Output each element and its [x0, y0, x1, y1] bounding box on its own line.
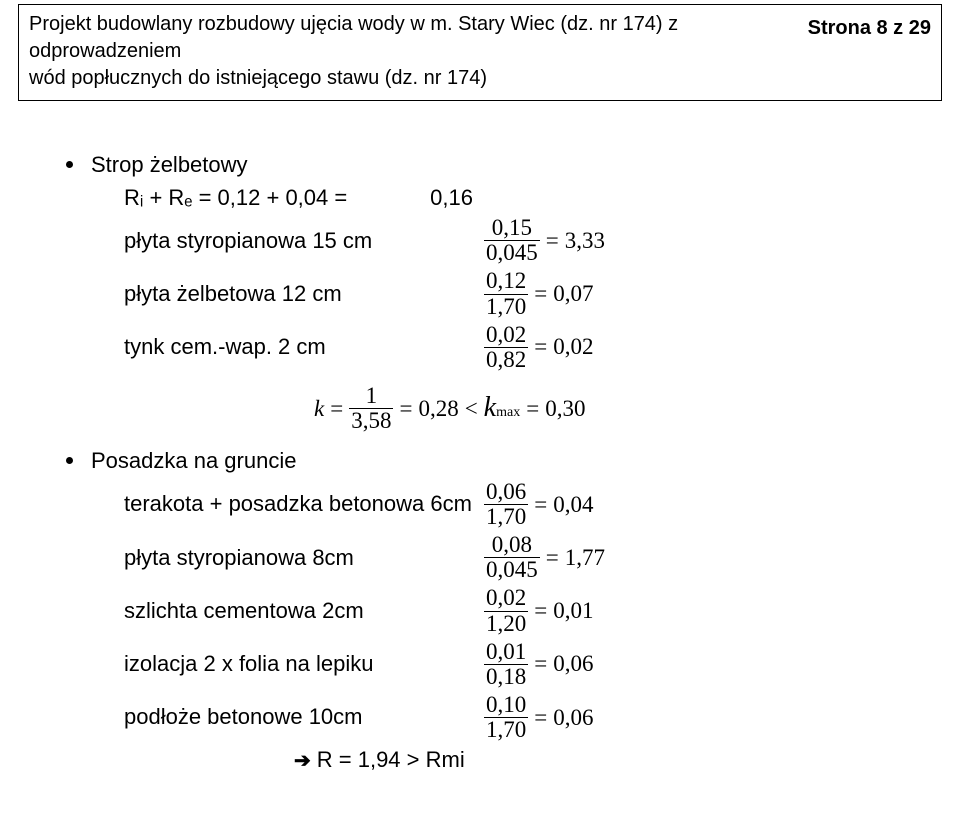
equals-sign: =: [528, 279, 553, 309]
fraction-num: 0,02: [484, 586, 528, 610]
sum-expression: Rᵢ + Rₑ = 0,12 + 0,04 =: [124, 184, 424, 213]
fraction-num: 0,08: [490, 533, 534, 557]
content: Strop żelbetowy Rᵢ + Rₑ = 0,12 + 0,04 = …: [18, 101, 942, 775]
fraction-den: 1,70: [484, 294, 528, 319]
bullet-icon: [66, 161, 73, 168]
section-1-sum: Rᵢ + Rₑ = 0,12 + 0,04 = 0,16: [124, 184, 942, 213]
calc-label: szlichta cementowa 2cm: [124, 597, 484, 626]
fraction-den: 0,18: [484, 664, 528, 689]
calc-label: podłoże betonowe 10cm: [124, 703, 484, 732]
fraction-num: 0,01: [484, 640, 528, 664]
fraction-num: 1: [364, 384, 380, 408]
kmax-subscript: max: [496, 404, 520, 422]
bullet-icon: [66, 457, 73, 464]
k-symbol: k: [314, 394, 324, 424]
calc-row: podłoże betonowe 10cm 0,10 1,70 = 0,06: [124, 693, 942, 742]
equals-sign: =: [324, 394, 349, 424]
section-1-heading: Strop żelbetowy: [91, 151, 248, 180]
sum-value: 0,16: [430, 185, 473, 210]
calc-label: terakota + posadzka betonowa 6cm: [124, 490, 484, 519]
kmax-symbol: k: [484, 390, 496, 426]
result-row: ➔ R = 1,94 > Rmi: [124, 746, 942, 775]
section-2-heading: Posadzka na gruncie: [91, 447, 296, 476]
header-line-1: Projekt budowlany rozbudowy ujęcia wody …: [29, 13, 678, 62]
fraction-num: 0,10: [484, 693, 528, 717]
equals-sign: =: [528, 596, 553, 626]
fraction-den: 1,20: [484, 611, 528, 636]
fraction-den: 1,70: [484, 717, 528, 742]
calc-result: 0,02: [553, 332, 599, 362]
calc-label: płyta styropianowa 15 cm: [124, 227, 484, 256]
section-2-heading-row: Posadzka na gruncie: [66, 447, 942, 476]
fraction: 0,02 0,82: [484, 323, 528, 372]
calc-row: terakota + posadzka betonowa 6cm 0,06 1,…: [124, 480, 942, 529]
fraction-den: 0,82: [484, 347, 528, 372]
calc-result: 0,04: [553, 490, 599, 520]
equals-sign: =: [528, 649, 553, 679]
k-value: 0,28: [418, 394, 458, 424]
less-than-sign: <: [459, 394, 484, 424]
equals-sign: =: [528, 490, 553, 520]
kmax-value: 0,30: [545, 394, 585, 424]
fraction: 0,06 1,70: [484, 480, 528, 529]
calc-result: 1,77: [565, 543, 611, 573]
page: Projekt budowlany rozbudowy ujęcia wody …: [0, 4, 960, 795]
equals-sign: =: [528, 332, 553, 362]
fraction: 0,15 0,045: [484, 216, 540, 265]
fraction: 1 3,58: [349, 384, 393, 433]
calc-row: płyta styropianowa 8cm 0,08 0,045 = 1,77: [124, 533, 942, 582]
calc-label: izolacja 2 x folia na lepiku: [124, 650, 484, 679]
section-1-rows: płyta styropianowa 15 cm 0,15 0,045 = 3,…: [66, 216, 942, 372]
fraction-den: 0,045: [484, 240, 540, 265]
fraction-num: 0,15: [490, 216, 534, 240]
fraction: 0,02 1,20: [484, 586, 528, 635]
fraction: 0,08 0,045: [484, 533, 540, 582]
calc-result: 0,01: [553, 596, 599, 626]
k-equation: k = 1 3,58 = 0,28 < kmax = 0,30: [314, 384, 585, 433]
calc-row: płyta styropianowa 15 cm 0,15 0,045 = 3,…: [124, 216, 942, 265]
calc-label: płyta styropianowa 8cm: [124, 544, 484, 573]
fraction-num: 0,12: [484, 269, 528, 293]
result-text: R = 1,94 > Rmi: [317, 746, 465, 775]
header-line-2: wód popłucznych do istniejącego stawu (d…: [29, 67, 487, 89]
page-number: Strona 8 z 29: [788, 11, 931, 40]
fraction-den: 1,70: [484, 504, 528, 529]
equals-sign: =: [520, 394, 545, 424]
equals-sign: =: [540, 543, 565, 573]
section-1-heading-row: Strop żelbetowy: [66, 151, 942, 180]
calc-row: izolacja 2 x folia na lepiku 0,01 0,18 =…: [124, 640, 942, 689]
calc-label: tynk cem.-wap. 2 cm: [124, 333, 484, 362]
equals-sign: =: [540, 226, 565, 256]
header-box: Projekt budowlany rozbudowy ujęcia wody …: [18, 4, 942, 101]
calc-result: 0,07: [553, 279, 599, 309]
fraction: 0,12 1,70: [484, 269, 528, 318]
section-2-rows: terakota + posadzka betonowa 6cm 0,06 1,…: [66, 480, 942, 775]
equals-sign: =: [528, 703, 553, 733]
calc-row: płyta żelbetowa 12 cm 0,12 1,70 = 0,07: [124, 269, 942, 318]
calc-row: tynk cem.-wap. 2 cm 0,02 0,82 = 0,02: [124, 323, 942, 372]
equals-sign: =: [393, 394, 418, 424]
header-title: Projekt budowlany rozbudowy ujęcia wody …: [29, 11, 788, 92]
fraction-num: 0,02: [484, 323, 528, 347]
fraction-den: 0,045: [484, 557, 540, 582]
calc-row: szlichta cementowa 2cm 0,02 1,20 = 0,01: [124, 586, 942, 635]
calc-result: 0,06: [553, 703, 599, 733]
fraction-num: 0,06: [484, 480, 528, 504]
fraction-den: 3,58: [349, 408, 393, 433]
fraction: 0,10 1,70: [484, 693, 528, 742]
calc-result: 0,06: [553, 649, 599, 679]
arrow-icon: ➔: [294, 748, 317, 774]
fraction: 0,01 0,18: [484, 640, 528, 689]
k-equation-row: k = 1 3,58 = 0,28 < kmax = 0,30: [66, 384, 942, 433]
calc-result: 3,33: [565, 226, 611, 256]
calc-label: płyta żelbetowa 12 cm: [124, 280, 484, 309]
